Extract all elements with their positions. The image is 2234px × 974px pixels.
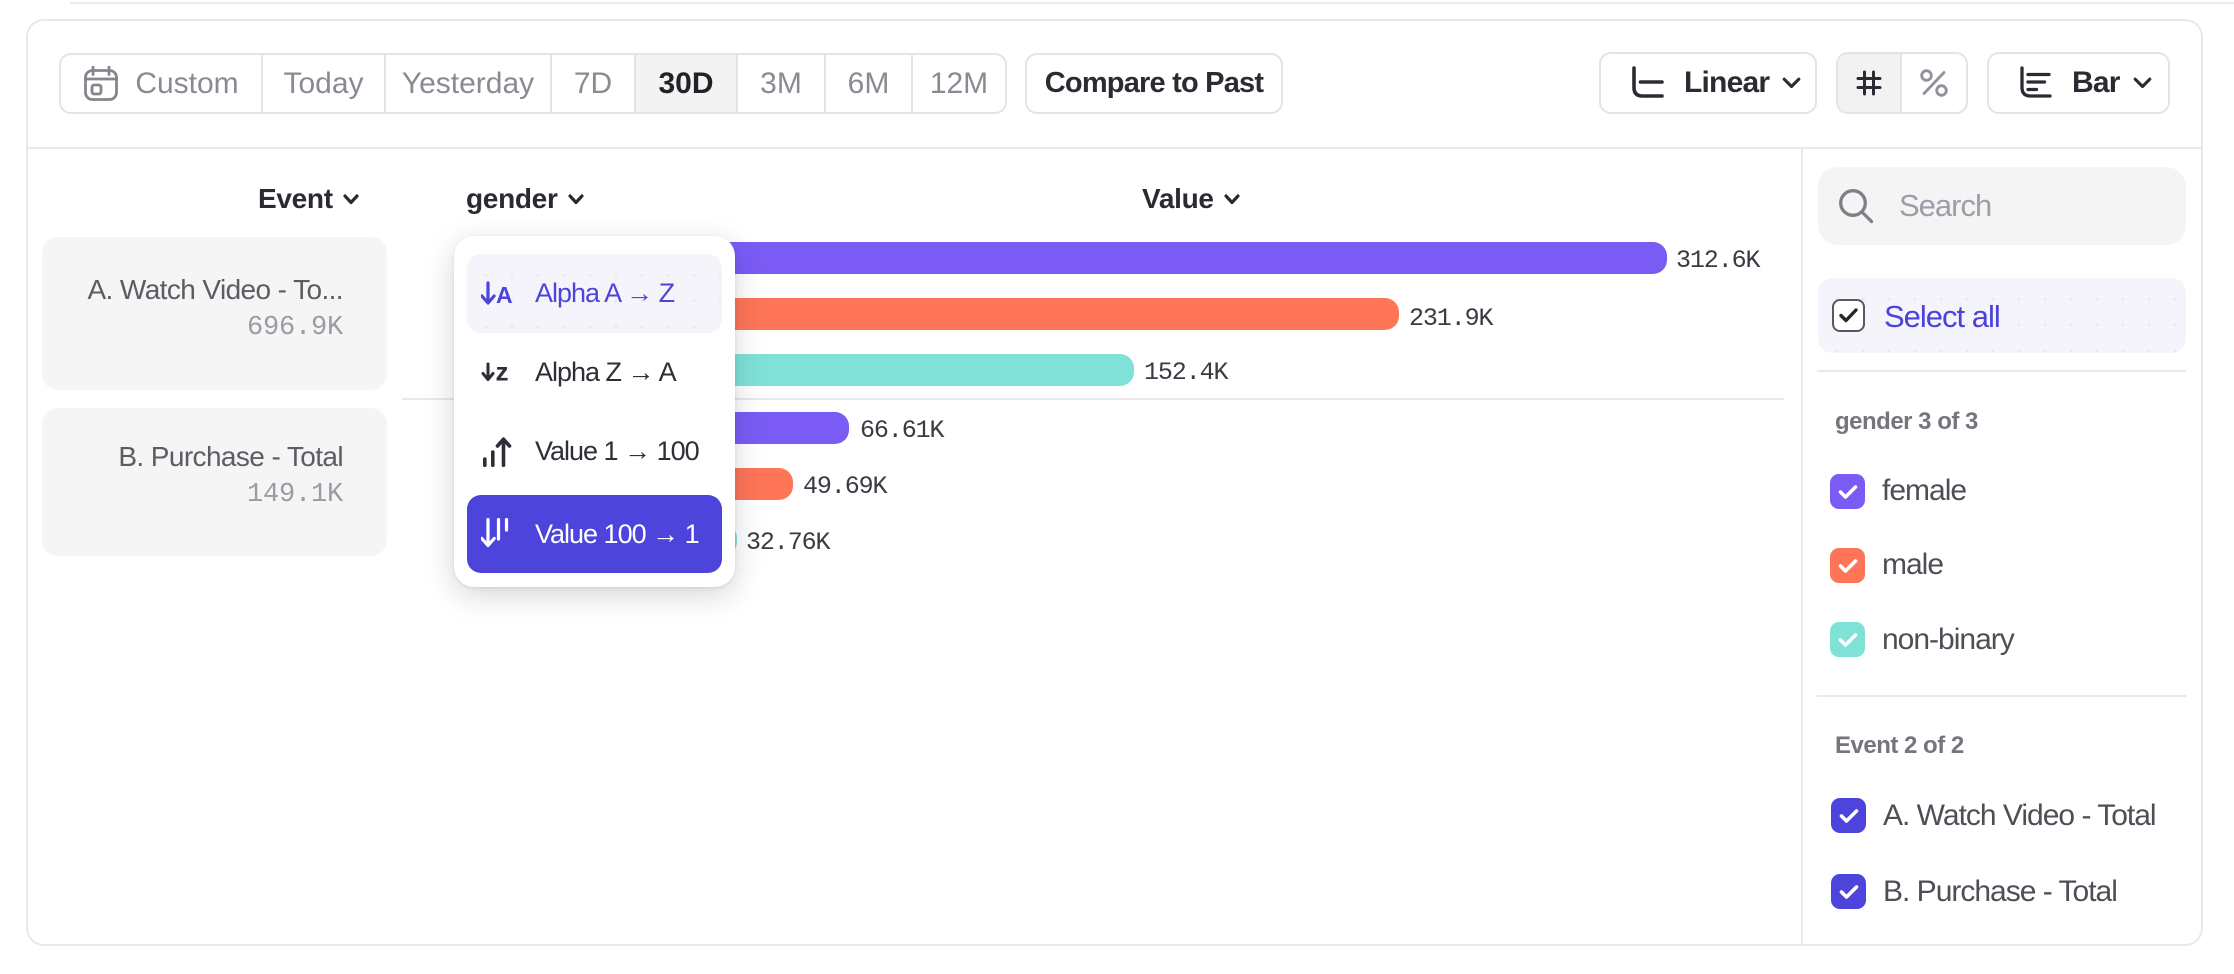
svg-text:z: z	[496, 360, 509, 386]
svg-text:A: A	[496, 282, 512, 307]
